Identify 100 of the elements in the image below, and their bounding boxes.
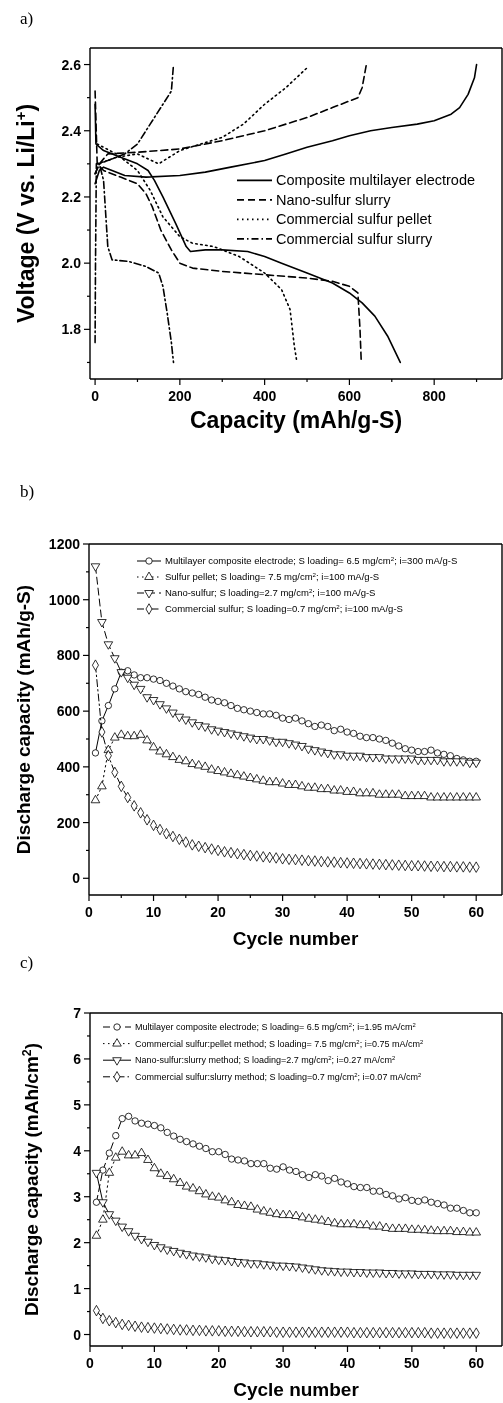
point [227,701,235,710]
point [406,755,417,764]
y-tick-label: 7 [73,1005,82,1021]
y-tick-label: 1000 [48,591,81,608]
point [136,1236,147,1245]
point [98,1214,108,1223]
legend-label: Commercial sulfur pellet [276,211,432,228]
y-tick-label: 2.2 [61,188,82,205]
point [408,1196,416,1204]
point [118,1115,126,1123]
x-tick-label: 400 [252,388,277,404]
x-tick-label: 0 [85,904,94,920]
point [110,732,120,741]
point [471,792,481,801]
legend-label: Commercial sulfur:pellet method; S loading= 7.5 mg/cm$^{2}$; i=0.75 mA/cm$^{2}$ [135,1038,424,1049]
point [214,697,222,705]
point [125,1112,133,1120]
point [208,1148,216,1156]
legend-label: Commercial sulfur; S loading=0.7 mg/cm$^{2}$; i=100 mA/g-S [165,602,403,615]
point [155,701,165,710]
point [304,720,312,728]
y-tick-label: 3 [73,1188,82,1205]
point [188,1183,198,1192]
point [439,1225,449,1235]
point [408,746,416,754]
point [324,1177,332,1185]
point [298,1171,307,1179]
point [298,717,306,725]
x-tick-label: 50 [403,904,420,920]
point [110,655,120,664]
point [232,769,243,779]
point [318,1172,326,1180]
point [337,1178,345,1186]
point [343,1180,352,1188]
y-tick-label: 1200 [48,536,81,552]
point [394,789,404,798]
point [111,1217,121,1226]
point [459,1206,467,1215]
point [168,1173,179,1183]
point [439,792,449,801]
point [440,750,448,758]
x-tick-label: 60 [468,904,485,920]
point [297,743,307,752]
point [90,563,101,572]
point [148,741,159,751]
x-tick-label: 60 [468,1355,485,1371]
point [111,1152,121,1161]
y-tick-label: 5 [73,1096,82,1113]
point [181,755,191,765]
point [168,751,178,760]
point [401,745,409,753]
point [103,641,114,650]
point [137,674,145,682]
point [195,1142,204,1150]
point [143,1238,153,1248]
point [310,782,320,791]
legend-label: Multilayer composite electrode; S loading= 6.5 mg/cm$^{2}$; i=300 mA/g-S [165,554,458,567]
point [221,1150,229,1159]
point [239,771,249,780]
point [355,787,365,797]
point [381,1222,391,1231]
point [427,746,435,754]
x-tick-label: 30 [275,1355,292,1371]
chart-title: c) [20,953,34,972]
y-tick-label: 2.4 [61,122,82,139]
point [381,789,391,798]
point [376,1187,384,1195]
point [104,701,112,710]
point [169,682,177,690]
point [291,714,300,722]
point [335,751,346,760]
point [148,697,159,706]
y-tick-label: 200 [56,814,81,831]
point [194,1185,205,1195]
point [427,1198,435,1206]
point [168,1248,179,1257]
chart-title: b) [20,482,35,501]
point [395,742,403,750]
point [144,1120,152,1128]
point [336,1268,346,1277]
point [182,688,190,696]
point [202,1144,210,1153]
point [272,711,280,719]
point [182,1138,191,1146]
point [331,1174,339,1182]
point [233,704,242,712]
point [323,783,333,793]
point [350,1183,358,1191]
legend-label: Commercial sulfur slurry [276,230,434,247]
point [142,735,152,744]
point [220,699,229,707]
point [466,1209,474,1217]
point [284,779,294,788]
point [433,749,442,757]
y-tick-label: 0 [72,870,81,887]
point [446,752,454,760]
point [279,1163,287,1171]
point [375,735,383,743]
point [329,1218,340,1227]
y-tick-label: 1 [73,1280,82,1297]
